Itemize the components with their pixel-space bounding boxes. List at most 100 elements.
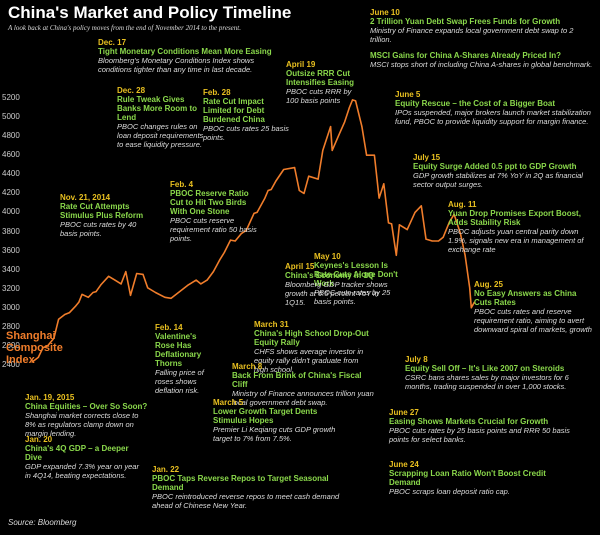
series-point xyxy=(383,183,385,185)
series-point xyxy=(95,291,97,293)
annotation-body: PBOC cuts reserve requirement ratio 50 b… xyxy=(170,216,257,243)
annotation: Feb. 14 Valentine's Rose Has Deflationary… xyxy=(155,323,215,395)
annotation-body: PBOC cuts rates and reserve requirement … xyxy=(474,307,592,334)
annotation-headline: PBOC Reserve Ratio Cut to Hit Two Birds … xyxy=(170,189,249,216)
y-tick-label: 4000 xyxy=(2,207,20,217)
annotation-date: March 5 xyxy=(213,398,244,407)
annotation: Jan. 22 PBOC Taps Reverse Repos to Target… xyxy=(152,465,342,510)
series-point xyxy=(275,180,277,182)
annotation: Jan. 19, 2015 China Equities – Over So So… xyxy=(25,393,150,438)
annotation-date: Feb. 14 xyxy=(155,323,183,332)
series-point xyxy=(398,224,400,226)
series-point xyxy=(37,356,39,358)
annotation-body: Premier Li Keqiang cuts GDP growth targe… xyxy=(213,425,336,443)
series-point xyxy=(187,284,189,286)
series-point xyxy=(164,296,166,298)
annotation-body: Ministry of Finance announces trillion y… xyxy=(232,389,374,407)
series-point xyxy=(361,126,363,128)
annotation: Feb. 4 PBOC Reserve Ratio Cut to Hit Two … xyxy=(170,180,262,243)
annotation-body: CSRC bans shares sales by major investor… xyxy=(405,373,569,391)
series-point xyxy=(420,205,422,207)
annotation-headline: Outsize RRR Cut Intensifies Easing xyxy=(286,69,355,87)
annotation: July 15 Equity Surge Added 0.5 ppt to GDP… xyxy=(413,153,598,189)
annotation-body: IPOs suspended, major brokers launch mar… xyxy=(395,108,591,126)
series-point xyxy=(206,279,208,281)
annotation-body: GDP growth stabilizes at 7% YoY in 2Q as… xyxy=(413,171,583,189)
series-point xyxy=(64,313,66,316)
annotation-headline: Easing Shows Markets Crucial for Growth xyxy=(389,417,549,426)
series-point xyxy=(270,188,272,191)
annotation-headline: Valentine's Rose Has Deflationary Thorns xyxy=(155,332,202,368)
annotation-body: GDP expanded 7.3% year on year in 4Q14, … xyxy=(25,462,139,480)
series-point xyxy=(308,175,310,177)
annotation-headline: MSCI Gains for China A-Shares Already Pr… xyxy=(370,51,562,60)
annotation: Jan. 20 China's 4Q GDP – a Deeper Dive GDP… xyxy=(25,435,143,480)
source-note: Source: Bloomberg xyxy=(8,518,77,527)
series-point xyxy=(337,135,339,137)
y-tick-label: 3200 xyxy=(2,283,20,293)
series-point xyxy=(283,168,285,171)
annotation-date: Dec. 17 xyxy=(98,38,127,47)
annotation-headline: Equity Rescue – the Cost of a Bigger Boa… xyxy=(395,99,556,108)
series-point xyxy=(348,106,350,109)
series-point xyxy=(414,211,416,213)
series-point xyxy=(437,240,440,242)
series-point xyxy=(136,272,138,275)
annotation-headline: China's High School Drop-Out Equity Rall… xyxy=(254,329,369,347)
series-point xyxy=(219,259,221,261)
annotation: Aug. 25 No Easy Answers as China Cuts Rat… xyxy=(474,280,594,334)
series-point xyxy=(473,301,475,303)
series-point xyxy=(142,273,144,275)
y-tick-label: 4200 xyxy=(2,188,20,198)
series-point xyxy=(212,271,214,273)
y-tick-label: 5200 xyxy=(2,93,20,102)
series-point xyxy=(470,307,472,309)
series-point xyxy=(58,318,60,320)
series-point xyxy=(53,337,55,339)
series-point xyxy=(464,254,466,256)
annotation: Feb. 28 Rate Cut Impact Limited for Debt … xyxy=(203,88,293,142)
annotation-headline: No Easy Answers as China Cuts Rates xyxy=(474,289,577,307)
annotation-date: July 15 xyxy=(413,153,441,162)
annotation-body: PBOC cuts rates by 40 basis points. xyxy=(60,220,137,238)
series-point xyxy=(264,197,266,199)
annotation-body: PBOC adjusts yuan central parity down 1.… xyxy=(448,227,584,254)
y-tick-label: 3000 xyxy=(2,302,20,312)
series-point xyxy=(100,284,102,286)
annotation-headline: 2 Trillion Yuan Debt Swap Frees Funds fo… xyxy=(370,17,561,26)
series-point xyxy=(387,222,390,224)
y-tick-label: 2400 xyxy=(2,360,20,369)
y-tick-label: 2600 xyxy=(2,340,20,350)
annotation: MSCI Gains for China A-Shares Already Pr… xyxy=(370,51,595,69)
series-point xyxy=(351,99,354,101)
series-point xyxy=(378,197,380,199)
annotation-date: June 27 xyxy=(389,408,419,417)
series-point xyxy=(240,232,243,234)
series-point xyxy=(406,229,408,231)
annotation-headline: Scrapping Loan Ratio Won't Boost Credit … xyxy=(389,469,546,487)
annotation-date: Jan. 19, 2015 xyxy=(25,393,75,402)
annotation-body: PBOC scraps loan deposit ratio cap. xyxy=(389,487,510,496)
annotation-headline: Lower Growth Target Dents Stimulus Hopes xyxy=(213,407,318,425)
annotation-headline: Rate Cut Attempts Stimulus Plus Reform xyxy=(60,202,144,220)
annotation-date: June 5 xyxy=(395,90,421,99)
series-point xyxy=(425,238,427,240)
series-point xyxy=(391,223,393,225)
series-point xyxy=(322,149,324,151)
annotation-date: April 15 xyxy=(285,262,315,271)
series-point xyxy=(114,279,116,281)
series-point xyxy=(120,283,122,285)
annotation-body: Ministry of Finance expands local govern… xyxy=(370,26,574,44)
annotation: July 8 Equity Sell Off – It's Like 2007 o… xyxy=(405,355,590,391)
annotation-headline: Yuan Drop Promises Export Boost, Adds St… xyxy=(448,209,581,227)
series-point xyxy=(355,100,357,102)
annotation-headline: Equity Surge Added 0.5 ppt to GDP Growth xyxy=(413,162,577,171)
series-point xyxy=(256,211,258,213)
annotation: March 8 Back From Brink of China's Fiscal… xyxy=(232,362,377,407)
series-point xyxy=(453,213,455,215)
annotation-date: March 8 xyxy=(232,362,263,371)
series-point xyxy=(442,236,444,238)
annotation-date: Nov. 21, 2014 xyxy=(60,193,111,202)
